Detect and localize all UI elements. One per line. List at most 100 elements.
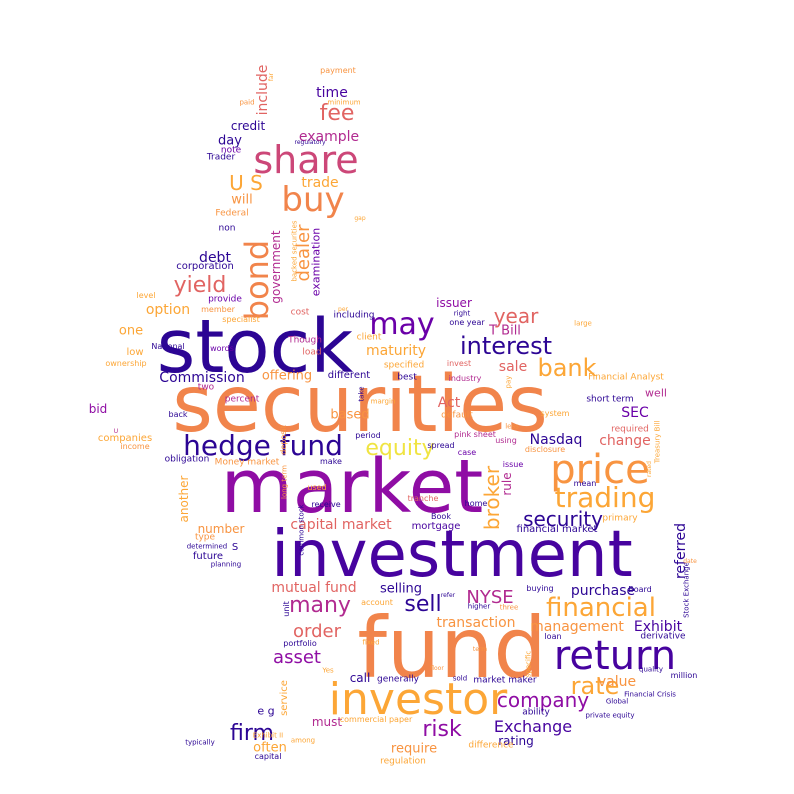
cloud-word: Exchange bbox=[493, 717, 573, 736]
cloud-word: government bbox=[269, 230, 283, 304]
cloud-word: value bbox=[597, 674, 637, 690]
cloud-word: sold bbox=[452, 674, 468, 683]
cloud-word: require bbox=[390, 741, 438, 757]
cloud-word: financial market bbox=[516, 524, 598, 535]
cloud-word: typically bbox=[185, 738, 215, 747]
cloud-word: SEC bbox=[621, 405, 649, 421]
cloud-word: order bbox=[293, 621, 341, 642]
cloud-word: invest bbox=[446, 359, 472, 368]
cloud-word: sell bbox=[404, 592, 442, 617]
cloud-word: price bbox=[550, 447, 650, 493]
cloud-word: back bbox=[168, 410, 188, 419]
cloud-word: Nasdaq bbox=[529, 432, 583, 448]
cloud-word: will bbox=[231, 192, 253, 208]
cloud-word: Stock Exchange bbox=[682, 562, 691, 618]
cloud-word: mean bbox=[573, 479, 597, 488]
cloud-word: pink sheet bbox=[454, 430, 496, 439]
cloud-word: number bbox=[197, 522, 245, 536]
cloud-word: security bbox=[523, 507, 603, 531]
cloud-word: term bbox=[472, 646, 488, 653]
cloud-word: management bbox=[530, 619, 624, 635]
cloud-word: refer bbox=[440, 592, 456, 599]
cloud-word: Though bbox=[288, 335, 322, 346]
cloud-word: words bbox=[210, 344, 234, 353]
cloud-word: primary bbox=[602, 513, 638, 524]
cloud-word: ownership bbox=[105, 359, 147, 368]
cloud-word: transaction bbox=[436, 615, 516, 631]
cloud-word: period bbox=[355, 431, 381, 440]
cloud-word: capital bbox=[254, 752, 282, 761]
cloud-word: corporation bbox=[176, 261, 234, 272]
cloud-word: backed securities bbox=[290, 220, 299, 282]
cloud-word: NYSE bbox=[466, 587, 514, 608]
cloud-word: sale bbox=[498, 359, 528, 375]
cloud-word: default bbox=[441, 410, 473, 421]
cloud-word: equity bbox=[365, 436, 435, 461]
cloud-word: e g bbox=[257, 704, 275, 718]
cloud-word: example bbox=[298, 129, 360, 145]
cloud-word: planning bbox=[210, 560, 242, 569]
cloud-word: Financial Crisis bbox=[624, 690, 676, 699]
cloud-word: provide bbox=[208, 294, 242, 305]
cloud-word: paid bbox=[239, 98, 255, 107]
cloud-word: yield bbox=[173, 273, 227, 298]
cloud-word: determined bbox=[186, 542, 228, 551]
cloud-word: derivative bbox=[640, 631, 686, 642]
cloud-word: right bbox=[453, 309, 471, 318]
cloud-word: deposit bbox=[279, 425, 288, 455]
cloud-word: firm bbox=[230, 721, 274, 746]
cloud-word: system bbox=[540, 409, 570, 418]
cloud-word: minimum bbox=[327, 98, 361, 107]
cloud-word: option bbox=[145, 302, 191, 318]
cloud-word: selling bbox=[379, 581, 423, 597]
cloud-word: bank bbox=[537, 354, 597, 382]
cloud-word: mortgage bbox=[411, 521, 461, 532]
cloud-word: broker bbox=[480, 465, 504, 531]
cloud-word: using bbox=[495, 436, 517, 445]
cloud-word: Board bbox=[628, 585, 652, 594]
cloud-word: risk bbox=[422, 717, 462, 742]
cloud-word: long term bbox=[280, 465, 289, 499]
cloud-word: capital market bbox=[290, 517, 392, 533]
cloud-word: difference bbox=[468, 740, 514, 751]
cloud-word: million bbox=[670, 671, 698, 680]
cloud-word: fund bbox=[357, 599, 547, 697]
cloud-word: companies bbox=[97, 433, 153, 444]
cloud-word: disclosure bbox=[524, 445, 566, 454]
cloud-word: far bbox=[268, 72, 275, 82]
cloud-word: U S bbox=[229, 171, 263, 195]
cloud-word: Money market bbox=[214, 457, 280, 468]
cloud-word: commercial paper bbox=[339, 715, 413, 724]
cloud-word: service bbox=[279, 680, 290, 716]
cloud-word: three bbox=[499, 603, 519, 612]
cloud-word: market maker bbox=[473, 675, 537, 686]
cloud-word: year bbox=[493, 304, 539, 328]
cloud-word: industry bbox=[448, 374, 482, 383]
cloud-word: payment bbox=[320, 66, 356, 75]
cloud-word: maturity bbox=[366, 343, 426, 359]
cloud-word: buying bbox=[526, 584, 554, 593]
cloud-word: T Bill bbox=[489, 323, 521, 339]
cloud-word: day bbox=[218, 133, 242, 149]
cloud-word: case bbox=[457, 448, 477, 457]
cloud-word: hedge fund bbox=[183, 429, 343, 462]
cloud-word: U bbox=[113, 428, 119, 435]
cloud-word: call bbox=[349, 671, 371, 685]
cloud-word: Yes bbox=[322, 666, 334, 675]
cloud-word: examination bbox=[309, 227, 323, 297]
cloud-word: Act bbox=[437, 395, 461, 411]
cloud-word: large bbox=[574, 319, 592, 328]
cloud-word: non bbox=[218, 223, 236, 234]
cloud-word: many bbox=[289, 593, 351, 618]
cloud-word: home bbox=[464, 499, 488, 508]
cloud-word: return bbox=[553, 633, 677, 679]
cloud-word: must bbox=[311, 715, 343, 729]
cloud-word: cost bbox=[290, 307, 310, 318]
cloud-word: National bbox=[151, 342, 185, 351]
cloud-word: Federal bbox=[215, 208, 249, 219]
cloud-word: credit bbox=[230, 119, 266, 133]
cloud-word: pay bbox=[504, 375, 513, 389]
cloud-word: stock bbox=[156, 304, 354, 390]
cloud-word: make bbox=[320, 457, 342, 466]
